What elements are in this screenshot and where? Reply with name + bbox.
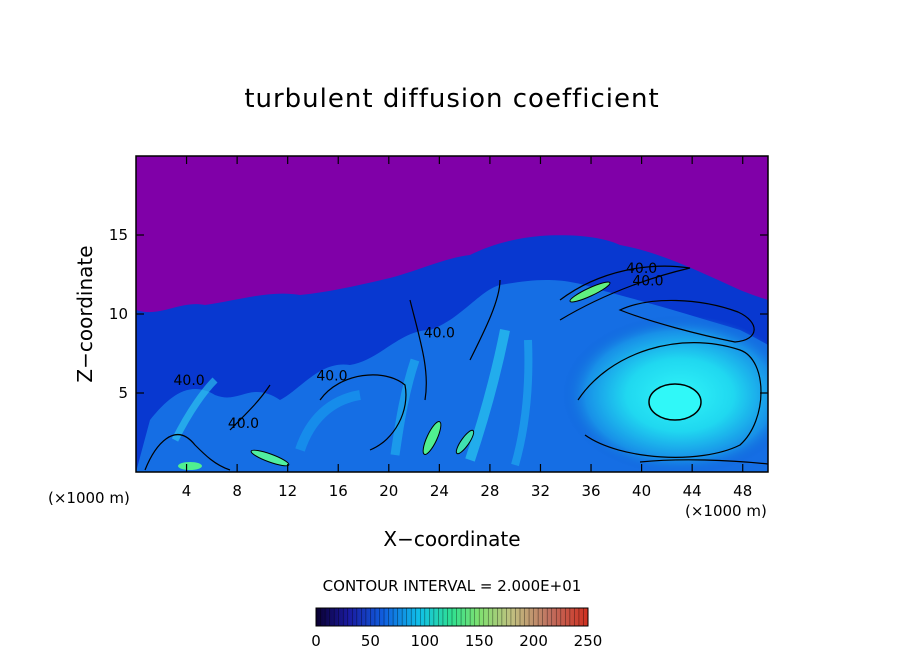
- x-tick-label: 4: [182, 482, 192, 500]
- contour-label: 40.0: [228, 416, 259, 432]
- x-tick-label: 40: [632, 482, 651, 500]
- y-axis-label: Z−coordinate: [73, 245, 97, 383]
- colorbar-tick-label: 250: [574, 632, 603, 650]
- chart-title: turbulent diffusion coefficient: [244, 84, 660, 114]
- contour-interval-text: CONTOUR INTERVAL = 2.000E+01: [322, 577, 582, 595]
- contour-label: 40.0: [632, 274, 663, 290]
- x-tick-label: 12: [278, 482, 297, 500]
- x-unit-left: (×1000 m): [48, 489, 130, 507]
- x-tick-label: 8: [232, 482, 242, 500]
- contour-label: 40.0: [316, 368, 347, 384]
- x-axis-label: X−coordinate: [383, 527, 521, 551]
- contour-label: 40.0: [174, 373, 205, 389]
- contour-label: 40.0: [424, 326, 455, 342]
- y-tick-label: 5: [118, 384, 128, 402]
- colorbar-tick-label: 50: [361, 632, 380, 650]
- x-tick-label: 44: [683, 482, 702, 500]
- contour-label: 40.0: [626, 261, 657, 277]
- colorbar-frame: [315, 607, 589, 627]
- colorbar-tick-label: 200: [519, 632, 548, 650]
- colorbar: 0 50 100 150 200 250: [311, 607, 603, 650]
- colorbar-tick-label: 0: [311, 632, 321, 650]
- field-layer: [136, 156, 768, 472]
- x-tick-label: 48: [733, 482, 752, 500]
- x-tick-label: 36: [581, 482, 600, 500]
- x-axis: 4 8 12 16 20 24 28 32 36 40 44 48: [182, 156, 752, 500]
- colorbar-tick-label: 150: [465, 632, 494, 650]
- x-tick-label: 16: [329, 482, 348, 500]
- y-axis: 5 10 15: [109, 226, 768, 402]
- y-tick-label: 15: [109, 226, 128, 244]
- x-tick-label: 28: [480, 482, 499, 500]
- x-tick-label: 20: [379, 482, 398, 500]
- colorbar-tick-label: 100: [410, 632, 439, 650]
- y-tick-label: 10: [109, 305, 128, 323]
- x-tick-label: 24: [430, 482, 449, 500]
- x-unit-right: (×1000 m): [685, 502, 767, 520]
- contour-labels: 40.040.040.040.040.040.0: [174, 261, 664, 432]
- x-tick-label: 32: [531, 482, 550, 500]
